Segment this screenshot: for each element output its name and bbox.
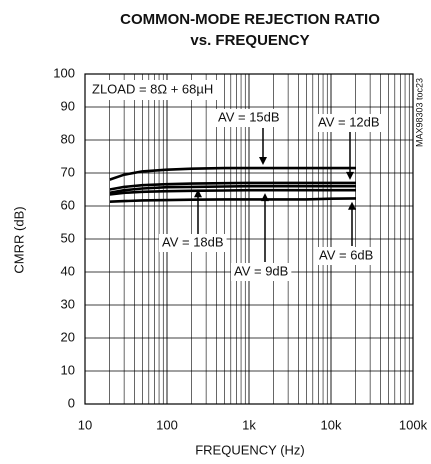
y-tick-label: 10 xyxy=(61,362,75,377)
arrow-head xyxy=(346,171,354,180)
x-axis-label: FREQUENCY (Hz) xyxy=(195,442,305,457)
annotation-bg xyxy=(88,80,218,100)
y-axis-label: CMRR (dB) xyxy=(11,206,26,273)
series-line xyxy=(109,184,356,195)
series-line xyxy=(109,188,356,196)
series-line xyxy=(109,197,356,203)
series-line xyxy=(109,181,356,191)
x-tick-label: 10 xyxy=(78,417,92,432)
arrow-head xyxy=(348,201,356,210)
label-bg xyxy=(315,114,383,132)
series-line xyxy=(109,166,356,181)
label-bg xyxy=(316,247,377,265)
y-tick-label: 90 xyxy=(61,98,75,113)
x-tick-label: 100 xyxy=(156,417,178,432)
annotation: ZLOAD = 8Ω + 68µH xyxy=(92,81,213,96)
series-label: AV = 6dB xyxy=(319,247,373,262)
label-bg xyxy=(159,234,227,252)
y-tick-label: 50 xyxy=(61,230,75,245)
x-tick-label: 100k xyxy=(399,417,428,432)
y-tick-label: 100 xyxy=(53,65,75,80)
x-tick-label: 1k xyxy=(242,417,256,432)
series-label: AV = 18dB xyxy=(162,234,224,249)
y-tick-label: 70 xyxy=(61,164,75,179)
side-note: MAX98303 toc23 xyxy=(414,78,424,147)
y-tick-label: 60 xyxy=(61,197,75,212)
y-tick-label: 80 xyxy=(61,131,75,146)
series-label: AV = 12dB xyxy=(318,114,380,129)
arrow-head xyxy=(261,193,269,202)
series-label: AV = 15dB xyxy=(218,109,280,124)
label-bg xyxy=(231,263,292,281)
y-tick-label: 20 xyxy=(61,329,75,344)
chart-title: COMMON-MODE REJECTION RATIO xyxy=(120,11,380,28)
arrow-head xyxy=(194,189,202,198)
label-bg xyxy=(215,109,283,127)
arrow-head xyxy=(259,157,267,166)
x-tick-label: 10k xyxy=(321,417,342,432)
plot-frame xyxy=(84,73,414,405)
series-label: AV = 9dB xyxy=(234,263,288,278)
y-tick-label: 0 xyxy=(68,395,75,410)
y-tick-label: 30 xyxy=(61,296,75,311)
chart-subtitle: vs. FREQUENCY xyxy=(190,32,309,49)
y-tick-label: 40 xyxy=(61,263,75,278)
